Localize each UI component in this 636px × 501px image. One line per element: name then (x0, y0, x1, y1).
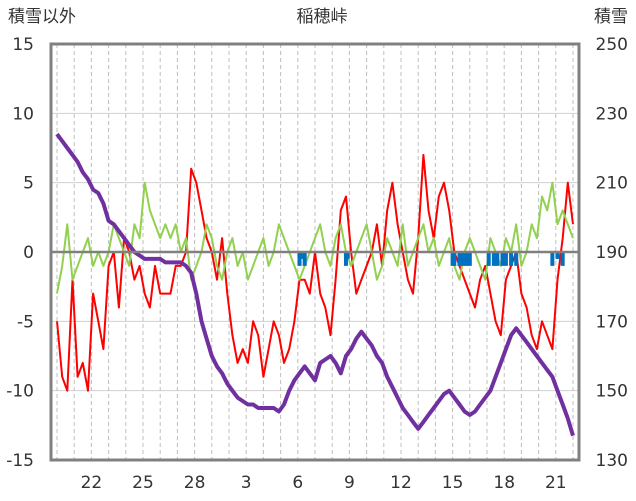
blue-bar (343, 252, 348, 266)
y-tick-left-label: -5 (17, 312, 34, 332)
plot-border (49, 42, 581, 462)
blue-bar (297, 252, 302, 266)
chart-title: 稲穂峠 (297, 7, 348, 27)
blue-bar (495, 252, 500, 266)
blue-bar (560, 252, 565, 266)
blue-bar (555, 252, 560, 259)
blue-bar (500, 252, 505, 266)
y-tick-left-label: 10 (12, 104, 34, 124)
y-tick-right-label: 130 (596, 451, 628, 471)
x-tick-label: 6 (292, 473, 303, 493)
x-tick-label: 3 (241, 473, 252, 493)
y-tick-left-label: 15 (12, 35, 34, 55)
y-tick-left-label: -10 (6, 382, 34, 402)
y-tick-left-label: 5 (23, 174, 34, 194)
blue-bar (299, 252, 304, 259)
blue-bar (550, 252, 555, 266)
series-layer (51, 132, 579, 437)
blue-bar (457, 252, 462, 266)
y-axis-right-title: 積雪 (594, 7, 628, 27)
x-tick-label: 22 (81, 473, 103, 493)
blue-bar (514, 252, 519, 266)
plot-frame (49, 42, 581, 462)
y-tick-right-label: 150 (596, 382, 628, 402)
x-tick-label: 12 (390, 473, 412, 493)
blue-bar (302, 252, 307, 266)
y-tick-right-label: 210 (596, 174, 628, 194)
x-tick-label: 21 (545, 473, 567, 493)
blue-bar (460, 252, 465, 266)
x-tick-label: 9 (344, 473, 355, 493)
blue-bar (509, 252, 514, 266)
y-tick-right-label: 170 (596, 312, 628, 332)
purple-series-line (55, 132, 575, 437)
blue-bar (345, 252, 350, 259)
y-axis-left-title: 積雪以外 (8, 7, 76, 27)
x-tick-label: 18 (493, 473, 515, 493)
x-tick-label: 28 (184, 473, 206, 493)
blue-bar (464, 252, 469, 266)
blue-bar (452, 252, 457, 266)
blue-bar (467, 252, 472, 266)
blue-bar (503, 252, 508, 266)
blue-bar (491, 252, 496, 266)
y-tick-left-label: -15 (6, 451, 34, 471)
y-tick-right-label: 230 (596, 104, 628, 124)
axis-labels: 15 10 5 0 -5 -10 -15 250 230 210 190 170 150 130 22 25 2… (6, 35, 628, 493)
y-tick-left-label: 0 (23, 243, 34, 263)
blue-bar (486, 252, 491, 266)
x-tick-label: 15 (442, 473, 464, 493)
grid (51, 43, 579, 461)
x-tick-label: 25 (132, 473, 154, 493)
y-tick-right-label: 190 (596, 243, 628, 263)
y-tick-right-label: 250 (596, 35, 628, 55)
